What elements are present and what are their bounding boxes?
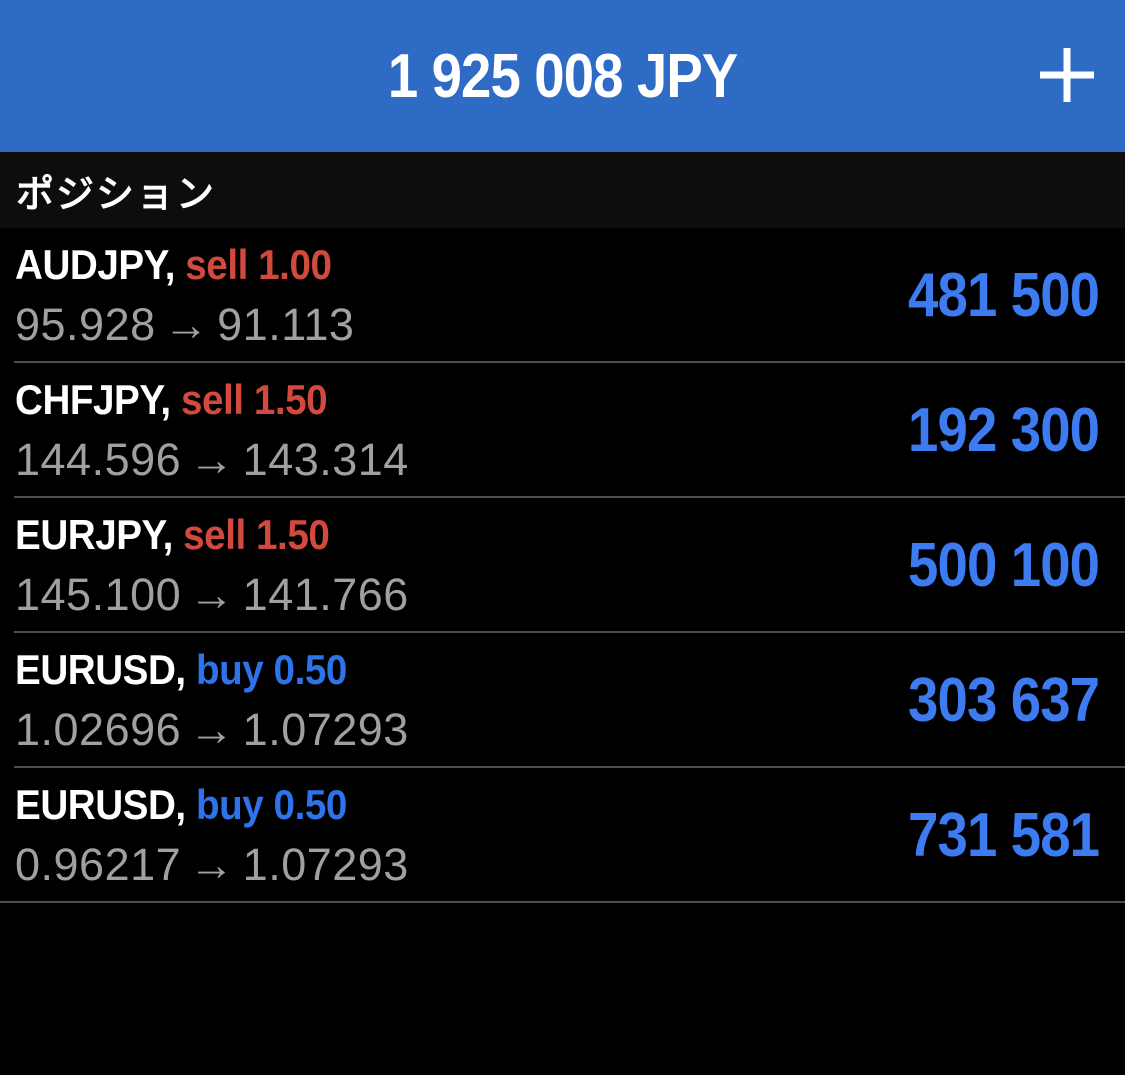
arrow-icon: → [189,838,235,890]
open-price: 1.02696 [15,703,182,755]
current-price: 141.766 [242,568,409,620]
side-volume-label: sell 1.50 [180,375,328,423]
position-info: EURJPY, sell 1.50 145.100 → 141.766 [15,511,409,621]
position-prices-line: 145.100 → 141.766 [15,569,409,621]
position-row-eurjpy[interactable]: EURJPY, sell 1.50 145.100 → 141.766 500 10… [0,498,1125,633]
arrow-icon: → [189,703,235,755]
side-volume-label: buy 0.50 [195,780,347,828]
symbol-label: EURJPY, [15,510,173,558]
position-prices-line: 1.02696 → 1.07293 [15,704,409,756]
position-symbol-line: EURUSD, buy 0.50 [15,646,377,694]
side-volume-label: sell 1.50 [183,510,330,558]
position-info: EURUSD, buy 0.50 0.96217 → 1.07293 [15,781,409,891]
position-profit: 192 300 [907,396,1100,465]
position-prices-line: 95.928 → 91.113 [15,299,359,351]
arrow-icon: → [189,568,235,620]
current-price: 91.113 [217,298,355,350]
position-info: EURUSD, buy 0.50 1.02696 → 1.07293 [15,646,409,756]
header-bar: 1 925 008 JPY [0,0,1125,152]
position-profit: 731 581 [907,801,1100,870]
add-order-button[interactable] [1031,40,1103,112]
positions-list: AUDJPY, sell 1.00 95.928 → 91.113 481 500 … [0,228,1125,903]
symbol-label: EURUSD, [15,645,186,693]
plus-icon [1038,46,1096,107]
open-price: 0.96217 [15,838,182,890]
positions-section-header: ポジション [0,152,1125,228]
symbol-label: AUDJPY, [15,240,175,288]
position-symbol-line: EURUSD, buy 0.50 [15,781,377,829]
account-balance-title: 1 925 008 JPY [387,41,738,111]
position-profit: 303 637 [907,666,1100,735]
position-info: AUDJPY, sell 1.00 95.928 → 91.113 [15,241,359,351]
current-price: 1.07293 [242,703,409,755]
arrow-icon: → [189,433,235,485]
open-price: 145.100 [15,568,182,620]
position-profit: 481 500 [907,261,1100,330]
position-row-eurusd-1[interactable]: EURUSD, buy 0.50 1.02696 → 1.07293 303 637 [0,633,1125,768]
position-prices-line: 144.596 → 143.314 [15,434,409,486]
position-row-eurusd-2[interactable]: EURUSD, buy 0.50 0.96217 → 1.07293 731 581 [0,768,1125,903]
open-price: 144.596 [15,433,182,485]
current-price: 1.07293 [242,838,409,890]
position-prices-line: 0.96217 → 1.07293 [15,839,409,891]
current-price: 143.314 [242,433,409,485]
position-info: CHFJPY, sell 1.50 144.596 → 143.314 [15,376,409,486]
positions-section-label: ポジション [16,173,217,216]
position-row-chfjpy[interactable]: CHFJPY, sell 1.50 144.596 → 143.314 192 30… [0,363,1125,498]
position-symbol-line: EURJPY, sell 1.50 [15,511,377,559]
position-row-audjpy[interactable]: AUDJPY, sell 1.00 95.928 → 91.113 481 500 [0,228,1125,363]
side-volume-label: sell 1.00 [185,240,332,288]
position-symbol-line: AUDJPY, sell 1.00 [15,241,332,289]
symbol-label: EURUSD, [15,780,186,828]
open-price: 95.928 [15,298,156,350]
position-symbol-line: CHFJPY, sell 1.50 [15,376,377,424]
symbol-label: CHFJPY, [15,375,171,423]
side-volume-label: buy 0.50 [195,645,347,693]
position-profit: 500 100 [907,531,1100,600]
arrow-icon: → [163,298,210,350]
